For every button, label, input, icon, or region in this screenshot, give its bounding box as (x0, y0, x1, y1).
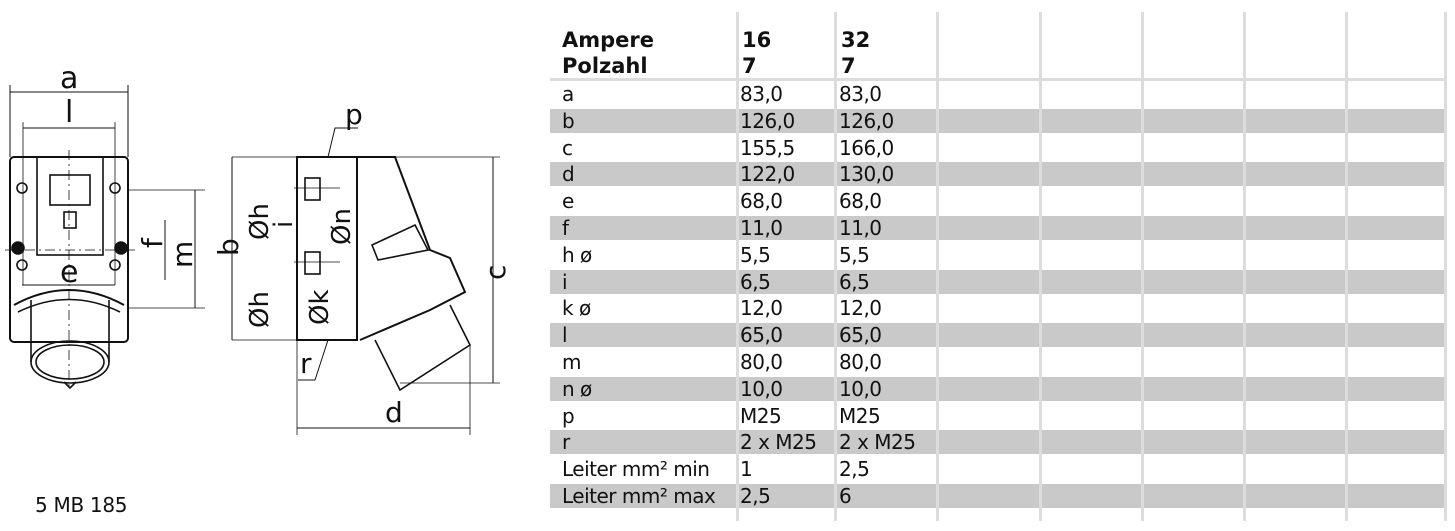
row-label: a (562, 82, 574, 106)
table-row: c 155,5 166,0 (550, 136, 1445, 160)
dim-h2: Øh (245, 291, 275, 328)
column-divider (1345, 12, 1348, 521)
value-16a: M25 (740, 403, 782, 428)
value-16a: 11,0 (740, 216, 783, 240)
value-32a: 65,0 (839, 323, 882, 348)
column-divider (1141, 12, 1144, 521)
table-row: p M25 M25 (550, 404, 1445, 428)
value-32a: 166,0 (839, 135, 894, 160)
table-row: r 2 x M25 2 x M25 (550, 430, 1445, 455)
header-polzahl: Polzahl (562, 54, 648, 78)
dim-e: e (60, 255, 78, 290)
dim-f: f (136, 237, 169, 248)
value-16a: 10,0 (740, 376, 783, 401)
dim-k: Øk (305, 289, 335, 325)
row-label: i (562, 269, 568, 294)
value-32a: 11,0 (839, 216, 882, 240)
dim-r: r (300, 347, 312, 380)
table-row: m 80,0 80,0 (550, 350, 1445, 374)
technical-drawing: a l e f m b p Øh i Øn Øk Øh r c d (5, 61, 512, 435)
value-16a: 83,0 (740, 82, 783, 106)
value-16a: 2 x M25 (740, 430, 817, 455)
dim-h1: Øh (245, 203, 275, 240)
model-number: 5 MB 185 (35, 493, 128, 517)
row-label: n ø (562, 376, 592, 401)
front-view (5, 85, 205, 390)
value-16a: 122,0 (740, 162, 795, 187)
value-32a: 83,0 (839, 82, 882, 106)
dim-d: d (385, 396, 403, 429)
dim-b: b (212, 238, 245, 256)
table-row: a 83,0 83,0 (550, 82, 1445, 106)
value-32a: 6 (839, 484, 852, 508)
value-32a: M25 (839, 403, 881, 428)
table-row: k ø 12,0 12,0 (550, 296, 1445, 320)
table-row: h ø 5,5 5,5 (550, 243, 1445, 267)
table-row: l 65,0 65,0 (550, 323, 1445, 348)
value-16a: 5,5 (740, 242, 771, 267)
table-row: f 11,0 11,0 (550, 216, 1445, 240)
row-label: b (562, 108, 575, 133)
value-16a: 12,0 (740, 296, 783, 321)
value-32a: 80,0 (839, 350, 882, 374)
row-label: h ø (562, 242, 592, 267)
value-16a: 6,5 (740, 269, 771, 294)
dim-m: m (166, 241, 199, 268)
value-32a: 6,5 (839, 269, 870, 294)
row-label: p (562, 403, 575, 428)
header-divider (550, 78, 1445, 81)
row-label: k ø (562, 296, 591, 321)
header-polzahl-16: 7 (742, 54, 757, 78)
column-divider (936, 12, 939, 521)
value-16a: 68,0 (740, 189, 783, 214)
column-divider (736, 12, 739, 521)
value-32a: 130,0 (839, 162, 894, 187)
header-ampere-16: 16 (742, 28, 772, 52)
value-16a: 126,0 (740, 108, 795, 133)
table-row: b 126,0 126,0 (550, 108, 1445, 133)
row-label: d (562, 162, 575, 187)
row-label: m (562, 350, 581, 374)
table-row: i 6,5 6,5 (550, 269, 1445, 294)
header-ampere-32: 32 (841, 28, 871, 52)
value-32a: 12,0 (839, 296, 882, 321)
dimension-labels: a l e f m b p Øh i Øn Øk Øh r c d (60, 61, 512, 429)
value-16a: 65,0 (740, 323, 783, 348)
table-row: e 68,0 68,0 (550, 189, 1445, 213)
header-polzahl-32: 7 (841, 54, 856, 78)
value-16a: 2,5 (740, 484, 771, 508)
table-row: d 122,0 130,0 (550, 162, 1445, 187)
table-row: n ø 10,0 10,0 (550, 376, 1445, 401)
value-32a: 10,0 (839, 376, 882, 401)
table-row: Leiter mm² min 1 2,5 (550, 457, 1445, 481)
row-label: l (562, 323, 568, 348)
value-16a: 1 (740, 457, 753, 482)
header-ampere: Ampere (562, 28, 655, 52)
value-16a: 155,5 (740, 135, 795, 160)
value-16a: 80,0 (740, 350, 783, 374)
row-label: f (562, 216, 569, 240)
dim-i: i (269, 221, 299, 228)
column-divider (1039, 12, 1042, 521)
row-label: Leiter mm² min (562, 457, 710, 482)
row-label: c (562, 135, 573, 160)
side-view (231, 127, 500, 435)
value-32a: 68,0 (839, 189, 882, 214)
table-row: Leiter mm² max 2,5 6 (550, 484, 1445, 508)
dim-l: l (65, 95, 73, 130)
dim-c: c (479, 265, 512, 280)
row-label: r (562, 430, 570, 455)
value-32a: 5,5 (839, 242, 870, 267)
dim-a: a (60, 61, 78, 96)
dim-n: Øn (327, 208, 357, 245)
value-32a: 126,0 (839, 108, 894, 133)
column-divider (834, 12, 837, 521)
column-divider (1243, 12, 1246, 521)
column-divider (1444, 12, 1447, 521)
value-32a: 2,5 (839, 457, 870, 482)
row-label: Leiter mm² max (562, 484, 716, 508)
value-32a: 2 x M25 (839, 430, 916, 455)
dim-p: p (345, 98, 363, 131)
row-label: e (562, 189, 574, 214)
